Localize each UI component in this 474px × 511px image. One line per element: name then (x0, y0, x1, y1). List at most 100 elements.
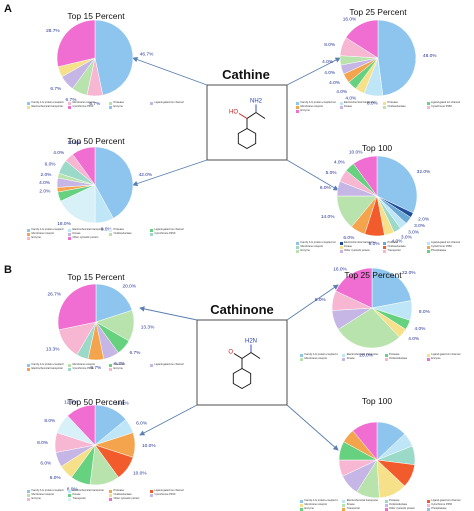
b-top15-slice-7 (57, 283, 97, 331)
legend-label: Electrochemical transporter (344, 101, 376, 104)
legend-label: Other cytosolic protein (72, 236, 99, 239)
a-top100-legend-item: Ligand-gated ion channel (426, 241, 467, 245)
panel-a-arrow-1 (286, 57, 341, 86)
legend-swatch-icon (68, 236, 71, 240)
panel-a-arrow-2 (132, 159, 208, 187)
legend-label: Oxidoreductase (113, 232, 132, 235)
legend-label: Family A G protein-coupled receptor (304, 353, 339, 356)
legend-swatch-icon (300, 499, 303, 503)
legend-label: Electrochemical transporter (31, 105, 64, 108)
a-top100-slice-label-3: 3.0% (408, 229, 420, 235)
b-top100-legend-item: Other cytosolic protein (384, 507, 423, 511)
b-top15-pie: 20.0%13.3%6.7%6.7%6.7%13.3%26.7% (46, 284, 155, 371)
legend-swatch-icon (426, 245, 430, 249)
b-top50-pie: 14.0% 6.0% 10.0% 10.0% 8.0% 6.0% 6.0% 8.0% 8.0% 1… (37, 399, 156, 492)
legend-swatch-icon (296, 105, 299, 109)
a-top100-legend-item: Kinase (339, 245, 380, 249)
legend-swatch-icon (300, 503, 303, 507)
a-top100-legend-item: Transporter (383, 249, 423, 253)
b-top50-slice-label-5: 8.0% (67, 487, 79, 493)
b-top50-legend-item: Transporter (68, 497, 105, 501)
b-top50-slice-label-10: 12.0% (64, 399, 78, 405)
b-top50-legend-item: Other cytosolic protein (109, 497, 146, 501)
legend-label: Cytochrome P450 (154, 232, 176, 235)
b-top50-legend-item: Electrochemical transporter (68, 489, 105, 493)
legend-swatch-icon (426, 249, 430, 253)
legend-swatch-icon (426, 357, 430, 361)
legend-label: Cytochrome P450 (154, 493, 176, 496)
legend-label: Ligand-gated ion channel (431, 101, 461, 104)
legend-label: Enzyme (31, 236, 41, 239)
legend-label: Kinase (72, 493, 81, 496)
a-top50-slice-2 (60, 184, 96, 224)
b-top15-slice-0 (95, 283, 133, 323)
legend-swatch-icon (339, 245, 343, 249)
panel-b-side-chain (241, 351, 261, 369)
legend-swatch-icon (150, 101, 153, 105)
legend-swatch-icon (339, 241, 343, 245)
legend-label: Oxidoreductase (113, 493, 132, 496)
b-top100-legend-item: Kinase (342, 503, 380, 507)
a-top25-legend-item: Family A G protein-coupled receptor (296, 101, 336, 105)
b-top15-legend-item: Protease (109, 363, 146, 367)
legend-swatch-icon (68, 232, 71, 236)
legend-swatch-icon (150, 363, 153, 367)
a-top100-legend-item: Family A G protein-coupled receptor (296, 241, 336, 245)
legend-swatch-icon (109, 363, 112, 367)
legend-label: Membrane receptor (304, 503, 328, 506)
legend-swatch-icon (426, 507, 430, 511)
b-top25-slice-label-4: 28.0% (359, 353, 373, 359)
panel-a-compound-name: Cathine (222, 67, 270, 82)
legend-label: Cytochrome P450 (72, 367, 94, 370)
legend-label: Other cytosolic protein (113, 497, 140, 500)
a-top25-title: Top 25 Percent (349, 7, 407, 17)
a-top25-legend-item: Ligand-gated ion channel (426, 101, 467, 105)
a-top50-legend-item: Kinase (68, 232, 105, 236)
a-top100-slice-label-2: 3.0% (414, 223, 426, 229)
legend-label: Protease (113, 101, 124, 104)
legend-swatch-icon (27, 489, 30, 493)
legend-swatch-icon (383, 105, 386, 109)
a-top15-slice-label-2: 6.7% (66, 97, 78, 103)
legend-swatch-icon (296, 245, 299, 249)
a-top15-legend: Family A G protein-coupled receptor Membr… (27, 101, 187, 109)
legend-label: Family A G protein-coupled receptor (31, 363, 65, 366)
a-top15-legend-item: Enzyme (109, 105, 146, 109)
panel-a-arrow-0 (132, 57, 208, 86)
legend-swatch-icon (27, 363, 30, 367)
a-top100-slice-label-9: 6.0% (320, 185, 332, 191)
b-top100-legend-item: Ligand-gated ion channel (426, 499, 465, 503)
panel-a-nh2-label: NH2 (250, 99, 263, 105)
b-top50-slice-10 (67, 404, 96, 446)
legend-label: Ligand-gated ion channel (154, 363, 184, 366)
legend-label: Electrochemical transporter (72, 228, 105, 231)
legend-swatch-icon (68, 367, 71, 371)
panel-b-arrow-1 (286, 284, 339, 321)
legend-label: Ligand-gated ion channel (154, 101, 184, 104)
a-top25-legend-item: Kinase (339, 105, 380, 109)
b-top50-slice-label-9: 8.0% (44, 418, 56, 424)
a-top100-legend-item: Other cytosolic protein (339, 249, 380, 253)
legend-swatch-icon (27, 236, 30, 240)
legend-label: Other cytosolic protein (389, 507, 415, 510)
a-top100-slice-label-8: 14.0% (321, 214, 335, 220)
legend-swatch-icon (27, 232, 30, 236)
legend-swatch-icon (426, 503, 430, 507)
legend-swatch-icon (27, 367, 30, 371)
b-top100-pie (338, 421, 416, 499)
legend-swatch-icon (384, 353, 388, 357)
a-top50-slice-label-8: 4.0% (53, 150, 65, 156)
legend-label: Membrane receptor (72, 101, 96, 104)
a-top50-slice-9 (72, 146, 96, 186)
a-top50-slice-label-1: 8.0% (101, 227, 113, 233)
a-top25-legend-item: Electrochemical transporter (339, 101, 380, 105)
panel-b-oh-label: O (228, 350, 233, 356)
legend-swatch-icon (109, 493, 112, 497)
a-top100-slice-label-6: 8.0% (369, 241, 381, 247)
legend-label: Membrane receptor (300, 245, 324, 248)
b-top15-legend: Family A G protein-coupled receptor Membr… (27, 363, 187, 371)
b-top25-slice-label-0: 22.0% (402, 270, 416, 276)
legend-label: Phosphatase (431, 249, 447, 252)
b-top100-title: Top 100 (361, 396, 393, 406)
